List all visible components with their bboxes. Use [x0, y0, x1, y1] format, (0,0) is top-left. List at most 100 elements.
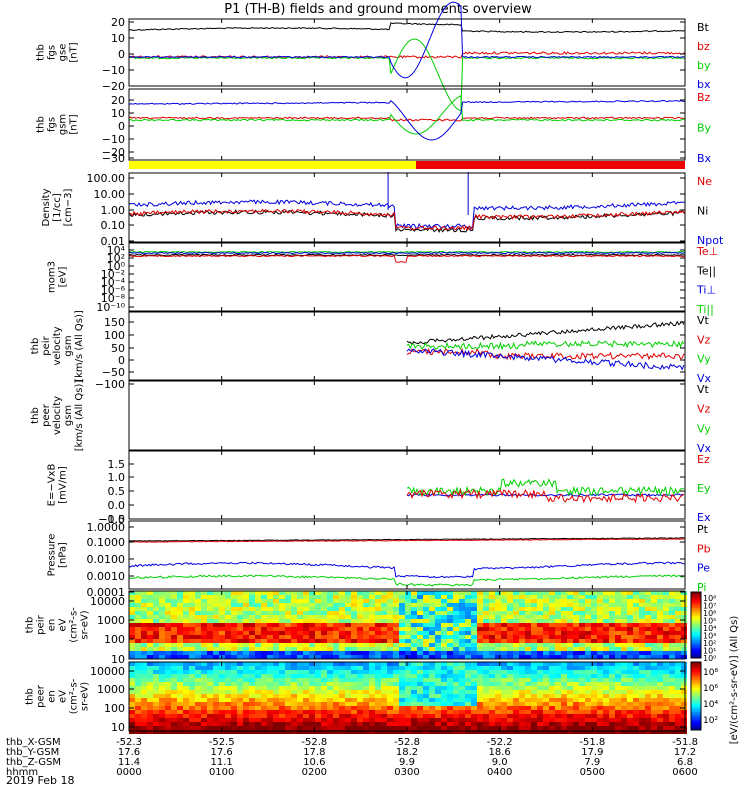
- electron-spectrogram-cell: [441, 702, 447, 706]
- ion-spectrogram-cell: [321, 607, 327, 611]
- electron-spectrogram-cell: [435, 662, 441, 666]
- ion-spectrogram-cell: [357, 619, 363, 623]
- electron-spectrogram-cell: [243, 690, 249, 694]
- electron-spectrogram-cell: [489, 706, 495, 710]
- electron-spectrogram-cell: [345, 702, 351, 706]
- electron-spectrogram-cell: [567, 690, 573, 694]
- electron-spectrogram-cell: [525, 714, 531, 718]
- ion-spectrogram-cell: [339, 599, 345, 603]
- ion-spectrogram-cell: [555, 647, 561, 651]
- electron-spectrogram-cell: [201, 710, 207, 714]
- ion-spectrogram-cell: [147, 627, 153, 631]
- electron-spectrogram-cell: [219, 706, 225, 710]
- electron-spectrogram-cell: [147, 714, 153, 718]
- ion-spectrogram-cell: [567, 651, 573, 655]
- ion-spectrogram-cell: [237, 647, 243, 651]
- ion-spectrogram-cell: [537, 639, 543, 643]
- electron-spectrogram-cell: [489, 718, 495, 722]
- electron-spectrogram-cell: [309, 674, 315, 678]
- electron-spectrogram-cell: [159, 718, 165, 722]
- ion-spectrogram-cell: [573, 615, 579, 619]
- electron-spectrogram-cell: [243, 698, 249, 702]
- ion-spectrogram-cell: [429, 611, 435, 615]
- ion-spectrogram-cell: [663, 655, 669, 659]
- electron-spectrogram-cell: [507, 678, 513, 682]
- electron-spectrogram-cell: [669, 698, 675, 702]
- electron-spectrogram-cell: [189, 686, 195, 690]
- ion-spectrogram-cell: [387, 611, 393, 615]
- ion-spectrogram-cell: [327, 599, 333, 603]
- electron-spectrogram-cell: [333, 674, 339, 678]
- ion-spectrogram-cell: [171, 627, 177, 631]
- electron-spectrogram-cell: [657, 722, 663, 726]
- ion-spectrogram-cell: [321, 595, 327, 599]
- electron-spectrogram-cell: [549, 694, 555, 698]
- electron-spectrogram-cell: [471, 678, 477, 682]
- electron-spectrogram-cell: [519, 730, 525, 734]
- ion-spectrogram-cell: [207, 639, 213, 643]
- ion-spectrogram-cell: [171, 591, 177, 595]
- ion-spectrogram-cell: [369, 651, 375, 655]
- ion-spectrogram-cell: [255, 655, 261, 659]
- y-axis-label: peir: [41, 335, 52, 355]
- ion-spectrogram-cell: [297, 607, 303, 611]
- ion-spectrogram-cell: [375, 599, 381, 603]
- ion-spectrogram-cell: [447, 623, 453, 627]
- ion-spectrogram-cell: [387, 615, 393, 619]
- ion-spectrogram-cell: [435, 643, 441, 647]
- x-axis-value: 17.8: [303, 747, 325, 758]
- ion-spectrogram-cell: [225, 655, 231, 659]
- ion-spectrogram-cell: [333, 599, 339, 603]
- electron-spectrogram-cell: [501, 710, 507, 714]
- electron-spectrogram-cell: [333, 726, 339, 730]
- ion-spectrogram-cell: [273, 635, 279, 639]
- electron-spectrogram-cell: [633, 726, 639, 730]
- electron-spectrogram-cell: [639, 674, 645, 678]
- electron-spectrogram-cell: [141, 718, 147, 722]
- electron-spectrogram-cell: [585, 662, 591, 666]
- ion-spectrogram-cell: [675, 651, 681, 655]
- ion-spectrogram-cell: [345, 595, 351, 599]
- ion-spectrogram-cell: [321, 647, 327, 651]
- electron-spectrogram-cell: [441, 698, 447, 702]
- electron-spectrogram-cell: [303, 674, 309, 678]
- ion-spectrogram-cell: [201, 607, 207, 611]
- ion-spectrogram-cell: [381, 647, 387, 651]
- ion-spectrogram-cell: [459, 651, 465, 655]
- electron-spectrogram-cell: [561, 726, 567, 730]
- electron-spectrogram-cell: [267, 694, 273, 698]
- electron-spectrogram-cell: [255, 674, 261, 678]
- ion-spectrogram-cell: [609, 603, 615, 607]
- ion-spectrogram-cell: [249, 627, 255, 631]
- electron-spectrogram-cell: [441, 690, 447, 694]
- electron-spectrogram-cell: [399, 730, 405, 734]
- ion-spectrogram-cell: [573, 599, 579, 603]
- electron-spectrogram-cell: [561, 686, 567, 690]
- electron-spectrogram-cell: [237, 726, 243, 730]
- ion-spectrogram-cell: [129, 631, 135, 635]
- ion-spectrogram-cell: [279, 647, 285, 651]
- electron-spectrogram-cell: [237, 718, 243, 722]
- ion-spectrogram-cell: [681, 655, 687, 659]
- ion-spectrogram-cell: [393, 651, 399, 655]
- electron-spectrogram-cell: [435, 710, 441, 714]
- electron-spectrogram-cell: [465, 674, 471, 678]
- electron-spectrogram-cell: [387, 690, 393, 694]
- electron-spectrogram-cell: [681, 678, 687, 682]
- electron-spectrogram-cell: [423, 674, 429, 678]
- ion-spectrogram-cell: [387, 647, 393, 651]
- electron-spectrogram-cell: [303, 686, 309, 690]
- ion-spectrogram-cell: [627, 647, 633, 651]
- ion-spectrogram-cell: [669, 595, 675, 599]
- ion-spectrogram-cell: [267, 607, 273, 611]
- ion-spectrogram-cell: [411, 635, 417, 639]
- electron-spectrogram-cell: [531, 678, 537, 682]
- ion-spectrogram-cell: [543, 615, 549, 619]
- ion-spectrogram-cell: [393, 595, 399, 599]
- electron-spectrogram-cell: [633, 722, 639, 726]
- ion-spectrogram-cell: [507, 611, 513, 615]
- electron-spectrogram-cell: [549, 670, 555, 674]
- electron-spectrogram-cell: [537, 706, 543, 710]
- ion-spectrogram-cell: [285, 647, 291, 651]
- ion-spectrogram-cell: [135, 635, 141, 639]
